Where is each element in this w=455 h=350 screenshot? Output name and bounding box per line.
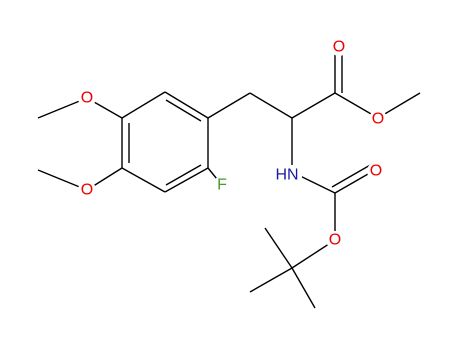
atom-label: O [333,39,345,56]
atom-label: O [372,111,384,128]
atom-label: O [370,163,382,180]
atom-label: F [217,177,227,194]
atom-label: O [329,232,341,249]
atom-label: HN [275,167,298,184]
atom-labels: O O O O HN O O F [78,38,387,249]
bonds [37,48,421,309]
atom-label: O [81,90,93,107]
atom-label: O [81,182,93,199]
